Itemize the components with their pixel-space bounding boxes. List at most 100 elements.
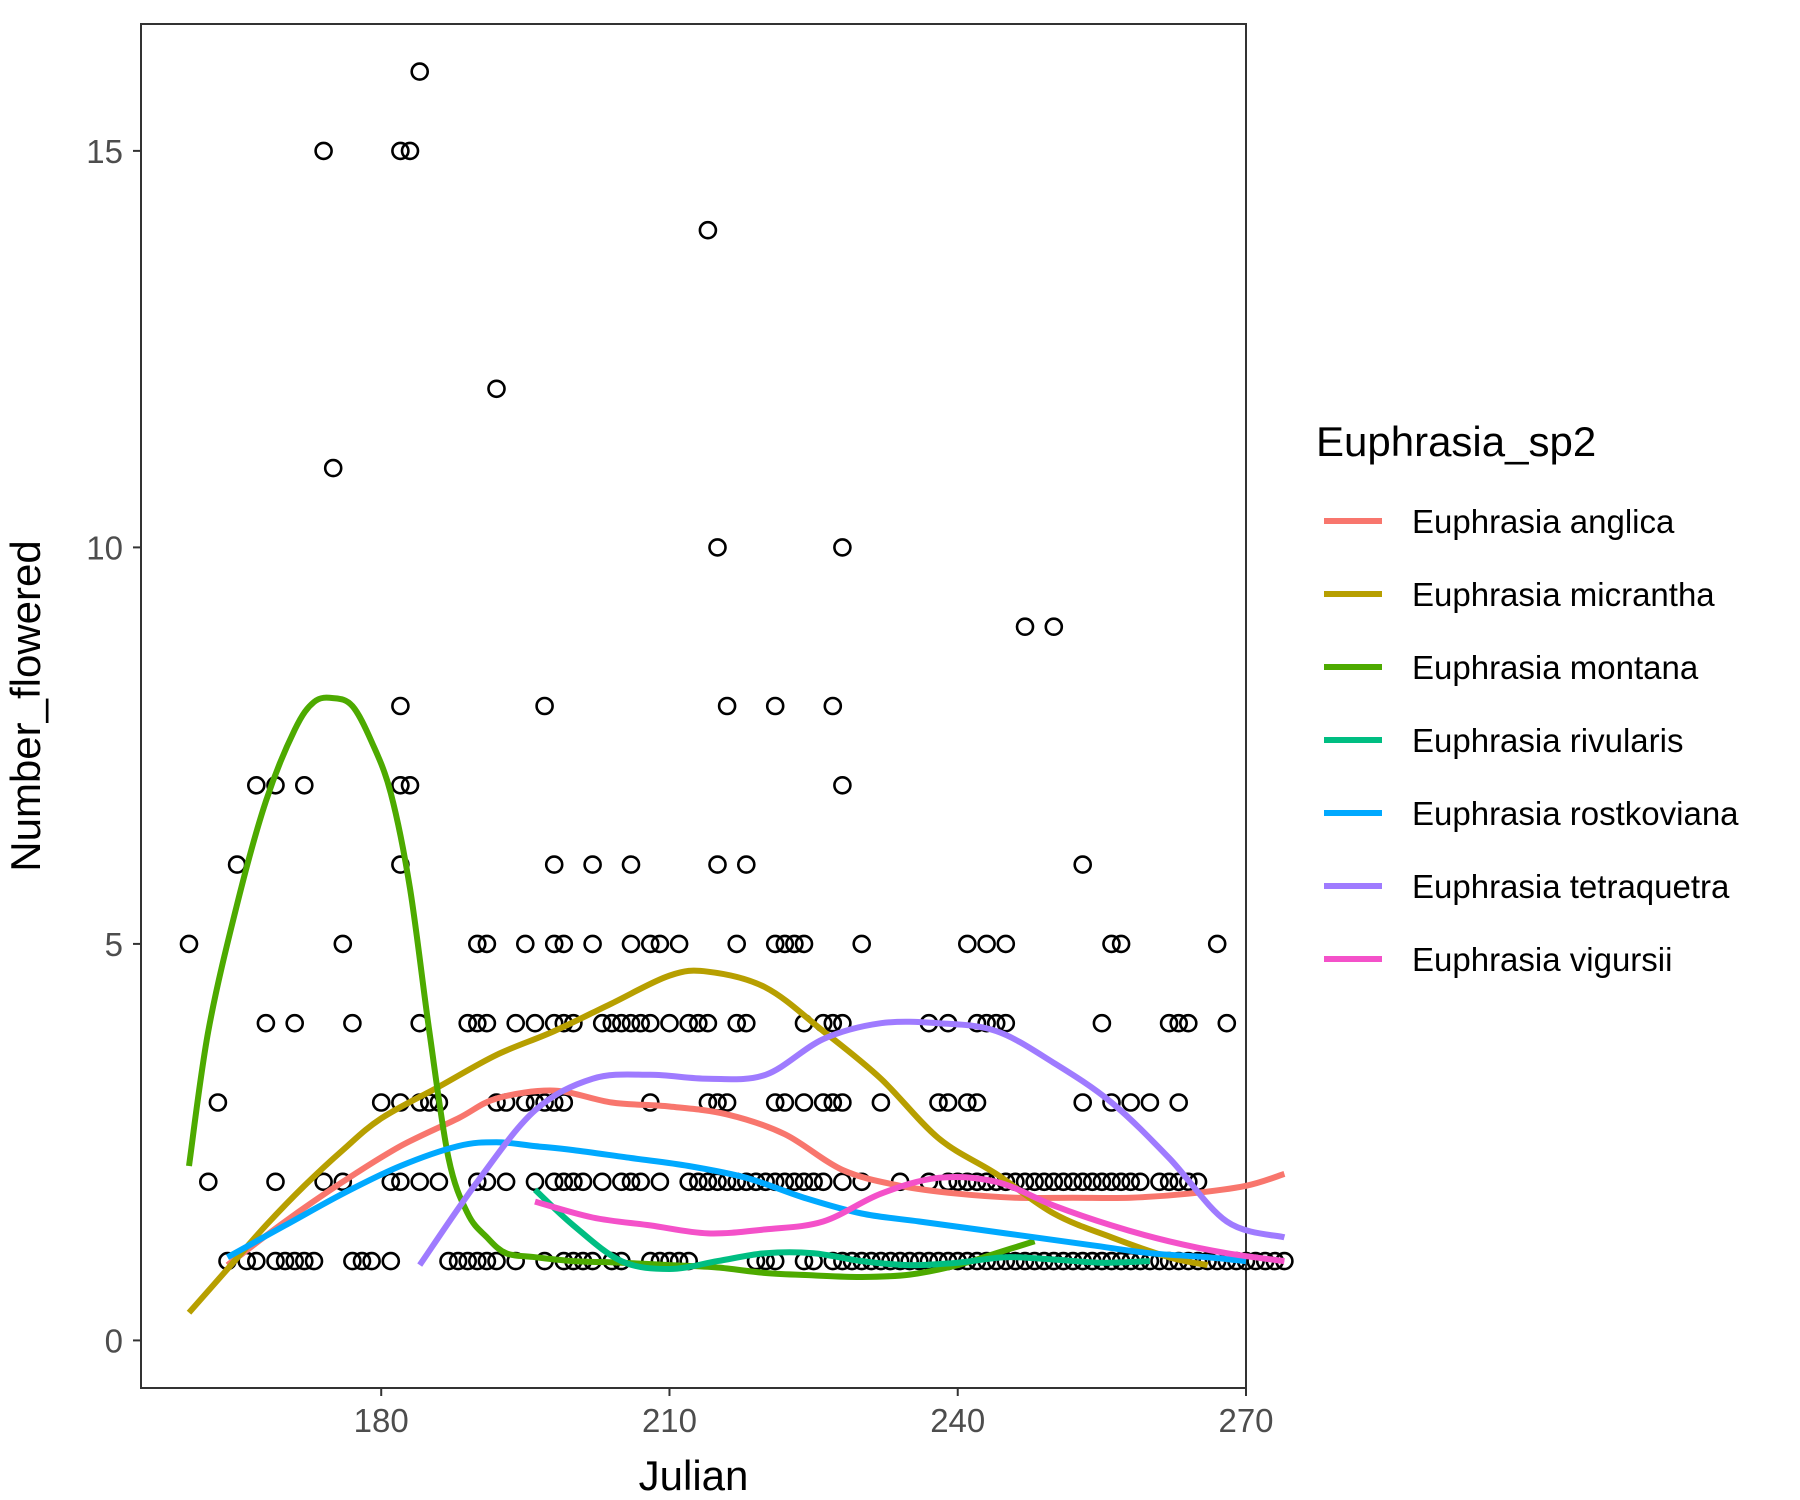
data-point <box>477 1013 497 1033</box>
data-point <box>833 1172 852 1192</box>
data-point <box>871 1093 891 1112</box>
data-point <box>1063 1172 1083 1192</box>
x-tick-label: 240 <box>930 1402 985 1439</box>
data-point <box>256 1013 276 1033</box>
data-point <box>1169 1093 1188 1112</box>
data-point <box>688 1172 708 1192</box>
data-point <box>285 1013 305 1033</box>
data-point <box>602 1013 622 1033</box>
x-axis-ticks: 180 210 240 270 <box>354 1388 1274 1439</box>
data-point <box>621 934 641 954</box>
x-tick-label: 180 <box>354 1402 409 1439</box>
data-point <box>996 934 1016 954</box>
data-point <box>612 1172 631 1192</box>
data-point <box>967 1093 987 1112</box>
series-line-euphrasia-anglica <box>225 1087 1286 1268</box>
data-point <box>996 1013 1016 1033</box>
data-point <box>1073 1172 1092 1192</box>
legend-label: Euphrasia tetraquetra <box>1412 868 1730 905</box>
data-point <box>266 1251 285 1271</box>
data-point <box>544 1172 564 1192</box>
data-point <box>1034 1172 1054 1192</box>
legend: Euphrasia_sp2 Euphrasia anglica Euphrasia… <box>1316 418 1739 978</box>
data-point <box>199 1172 218 1192</box>
data-point <box>775 1093 795 1112</box>
data-point <box>1025 1172 1044 1192</box>
data-point <box>1121 1093 1140 1112</box>
data-point <box>900 1251 920 1271</box>
data-point <box>1006 1251 1025 1271</box>
data-point <box>977 934 996 954</box>
data-point <box>1015 617 1035 637</box>
y-axis-ticks: 0 5 10 15 <box>86 133 141 1359</box>
data-point <box>669 934 689 954</box>
data-point <box>631 1013 651 1033</box>
data-point <box>1111 934 1131 954</box>
data-point <box>717 696 737 716</box>
data-point <box>554 1172 574 1192</box>
data-point <box>323 458 343 478</box>
data-point <box>765 934 785 954</box>
data-point <box>333 934 353 954</box>
data-point <box>727 1013 747 1033</box>
data-point <box>496 1172 516 1192</box>
data-point <box>400 775 420 795</box>
data-point <box>823 1093 843 1112</box>
data-point <box>352 1251 372 1271</box>
data-point <box>785 1172 804 1192</box>
data-point <box>775 934 795 954</box>
data-point <box>688 1013 708 1033</box>
data-point <box>1169 1013 1188 1033</box>
data-point <box>650 934 670 954</box>
data-point <box>621 1013 641 1033</box>
data-point <box>506 1013 526 1033</box>
data-point <box>314 141 333 161</box>
data-point <box>1159 1172 1179 1192</box>
data-point <box>477 1251 497 1271</box>
data-point <box>1073 855 1092 874</box>
data-point <box>765 1093 785 1112</box>
data-point <box>1150 1172 1169 1192</box>
data-point <box>1073 1093 1092 1112</box>
data-point <box>785 934 804 954</box>
data-point <box>612 1013 631 1033</box>
data-point <box>698 1172 718 1192</box>
data-point <box>362 1251 381 1271</box>
data-point <box>794 1172 814 1192</box>
data-point <box>640 934 660 954</box>
data-point <box>314 1172 333 1192</box>
data-point <box>804 1172 823 1192</box>
smooth-lines <box>186 694 1286 1315</box>
data-point <box>823 1013 843 1033</box>
data-point <box>391 775 410 795</box>
data-point <box>794 1093 814 1112</box>
data-point <box>343 1013 362 1033</box>
data-point <box>381 1172 401 1192</box>
y-axis-title: Number_flowered <box>2 540 49 872</box>
data-point <box>487 1251 506 1271</box>
data-point <box>515 934 535 954</box>
data-point <box>698 220 718 240</box>
data-point <box>1054 1172 1073 1192</box>
x-tick-label: 210 <box>642 1402 697 1439</box>
data-point <box>294 775 314 795</box>
data-point <box>391 1172 410 1192</box>
data-point <box>333 1172 353 1192</box>
data-point <box>381 1251 401 1271</box>
legend-label: Euphrasia vigursii <box>1412 941 1672 978</box>
x-axis-title: Julian <box>639 1452 749 1499</box>
data-point <box>535 1093 554 1112</box>
data-point <box>554 934 574 954</box>
data-point <box>708 855 727 874</box>
data-point <box>246 775 266 795</box>
data-point <box>1217 1013 1237 1033</box>
y-tick-label: 15 <box>86 133 123 170</box>
y-tick-label: 10 <box>86 529 123 566</box>
data-point <box>391 696 410 716</box>
data-point <box>583 855 602 874</box>
data-point <box>957 934 977 954</box>
data-point <box>727 934 747 954</box>
data-point <box>833 538 852 557</box>
data-point <box>929 1093 948 1112</box>
